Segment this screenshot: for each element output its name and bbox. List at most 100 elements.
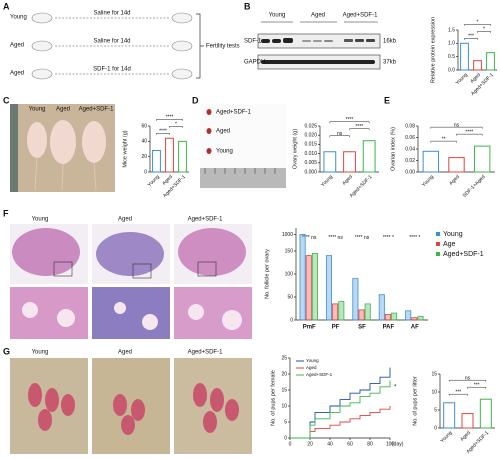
significance-bracket [464, 38, 478, 40]
y-tick-label: 0.04 [405, 146, 415, 152]
y-tick-label: 0.00 [405, 169, 415, 175]
photo-label: Aged [118, 217, 132, 223]
legend-label: Aged [306, 365, 317, 370]
photo-label: Young [216, 149, 233, 155]
significance-bracket [156, 119, 183, 121]
y-tick-label: 0.025 [304, 123, 317, 129]
bar [364, 303, 371, 321]
y-tick-label: 40 [141, 139, 147, 145]
y-tick-label: 0.0 [448, 67, 455, 73]
bar [362, 140, 376, 173]
x-tick-label: Young [439, 430, 453, 444]
y-tick-label: 20 [141, 154, 147, 160]
significance-bracket [156, 133, 170, 135]
y-tick-label: 1.0 [448, 41, 455, 47]
photo-label: Aged [118, 350, 132, 356]
x-tick-label: Young [147, 174, 161, 188]
western-blot: Young Aged Aged+SDF-1 SDF-1 GAPDH 16kb 3… [244, 13, 397, 70]
significance-bracket [329, 121, 370, 124]
mice-photo: Young Aged Aged+SDF-1 [10, 104, 115, 192]
bar [332, 303, 339, 321]
blot-group: Aged+SDF-1 [343, 13, 379, 19]
significance-bracket [430, 140, 457, 143]
panel-label: A [3, 1, 10, 11]
panel-label: F [3, 208, 9, 218]
significance-label: **** [166, 115, 174, 121]
bar [411, 317, 418, 321]
y-tick-label: 150 [285, 248, 294, 254]
panel-label: C [3, 95, 10, 105]
bar [338, 301, 345, 321]
photo-label: Aged+SDF-1 [188, 217, 224, 223]
bar [323, 151, 337, 173]
bar [299, 234, 306, 321]
bar [473, 145, 491, 173]
x-tick-label: Aged [459, 430, 472, 443]
y-tick-label: 0 [284, 435, 287, 441]
x-tick-label: Aged [341, 174, 354, 187]
legend-label: Age [443, 241, 456, 248]
y-tick-label: 0 [434, 425, 437, 431]
pups-photo: Young Aged Aged+SDF-1 [10, 350, 252, 454]
group-label: **** ns [328, 235, 343, 241]
significance-label: ns [454, 122, 460, 128]
bar [178, 140, 187, 173]
legend-swatch [436, 232, 440, 236]
y-tick-label: 0 [144, 169, 147, 175]
bar [378, 294, 385, 321]
group-label: Young [10, 15, 27, 21]
group-label: Aged [10, 71, 24, 77]
bar [352, 278, 359, 321]
significance-bracket [456, 133, 483, 136]
panel-label: B [244, 1, 251, 11]
outcome: Fertility tests [206, 44, 240, 50]
bar [325, 255, 332, 321]
y-tick-label: 100 [285, 271, 294, 277]
treatment: SDF-1 for 14d [93, 67, 131, 73]
photo-label: Young [29, 107, 46, 113]
significance-bracket [448, 379, 487, 382]
bar [417, 315, 424, 321]
y-tick-label: 0.000 [304, 169, 317, 175]
y-axis-label: Relative protein expression [430, 17, 436, 83]
legend-label: Young [443, 231, 463, 238]
blot-group: Young [269, 13, 286, 19]
panel-label: G [3, 346, 10, 356]
y-axis-label: No. of pups per litter [412, 376, 418, 426]
x-tick-label: Young [421, 174, 435, 188]
y-axis-label: Ovarian index (%) [390, 127, 396, 171]
bar [305, 255, 312, 321]
y-tick-label: 0.08 [405, 123, 415, 129]
y-tick-label: 10 [431, 389, 437, 395]
x-axis-label: (day) [392, 441, 404, 447]
blot-size: 16kb [383, 39, 397, 45]
photo-label: Aged [56, 107, 70, 113]
line [290, 380, 391, 439]
y-tick-label: 20 [281, 371, 287, 377]
group-label: **** ns [302, 235, 317, 241]
legend-swatch [436, 252, 440, 256]
significance-label: ns [337, 131, 343, 137]
significance-label: *** [455, 390, 461, 396]
x-tick-label: PmF [303, 325, 316, 331]
photo-label: Aged+SDF-1 [188, 350, 224, 356]
photo-label: Young [32, 350, 49, 356]
legend-label: Aged+SDF-1 [306, 372, 333, 377]
x-tick-label: Young [455, 72, 469, 86]
bar [391, 312, 398, 321]
bar [486, 52, 495, 71]
bar [422, 150, 440, 173]
y-axis-label: No. follicle per ovary [264, 249, 270, 299]
significance-bracket [169, 126, 183, 128]
group-label: **** * [409, 235, 420, 241]
bar [473, 60, 482, 71]
x-tick-label: Aged [448, 174, 461, 187]
bar [460, 42, 469, 71]
x-tick-label: SDF-1+Aged [462, 174, 487, 199]
bar [461, 413, 474, 429]
significance-label: **** [346, 117, 354, 123]
y-tick-label: 1000 [282, 232, 293, 238]
x-tick-label: PAF [383, 325, 395, 331]
